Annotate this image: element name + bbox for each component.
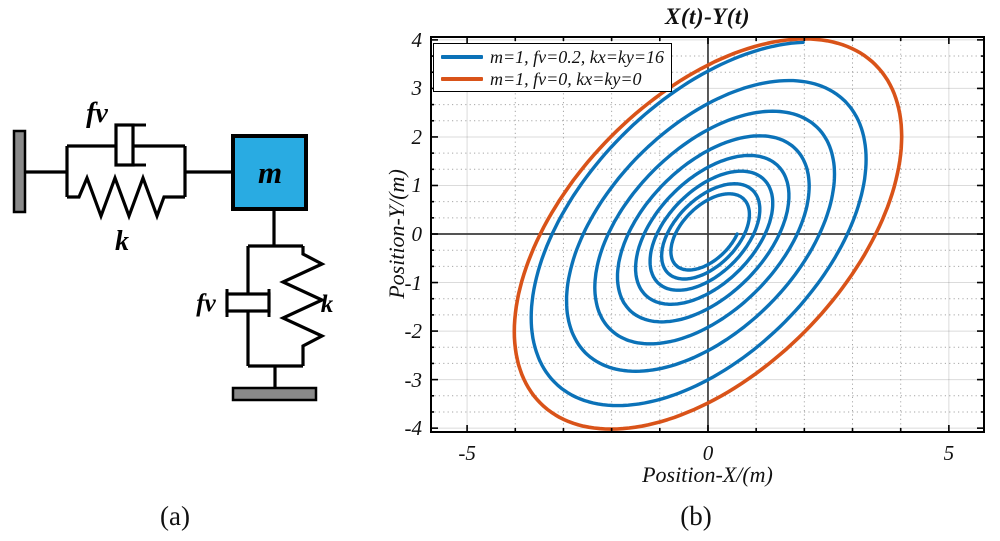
legend-item-undamped: m=1, fv=0, kx=ky=0: [441, 68, 671, 90]
y-tick-label: 0: [411, 222, 423, 246]
damper-side-label: fv: [196, 290, 216, 317]
damper-top-label: fv: [86, 98, 108, 129]
curve-damped-spiral: [529, 40, 868, 408]
caption-a: (a): [160, 501, 190, 531]
wall-bar: [12, 129, 27, 214]
spring-top-label: k: [115, 226, 129, 257]
plot-title: X(t)-Y(t): [665, 4, 750, 29]
damper-side-piston: [225, 292, 271, 313]
y-tick-label: -3: [404, 367, 423, 392]
y-tick-label: -2: [404, 319, 423, 344]
mass-label: m: [258, 155, 282, 190]
x-tick-label: 5: [943, 441, 955, 465]
y-tick-label: 4: [411, 27, 423, 52]
y-tick-label: 2: [411, 124, 423, 149]
mass-spring-damper-diagram: fv k m fv k: [12, 98, 334, 402]
mass-block: [231, 134, 308, 211]
legend-label: m=1, fv=0.2, kx=ky=16: [490, 46, 665, 67]
legend-swatch-orange: [441, 77, 483, 81]
y-tick-label: 3: [411, 76, 423, 101]
legend-label: m=1, fv=0, kx=ky=0: [490, 68, 642, 89]
spring-side-label: k: [321, 291, 334, 318]
spring-horizontal: [67, 173, 185, 221]
x-tick-label: -5: [458, 441, 476, 465]
y-tick-label: 1: [411, 173, 423, 198]
y-tick-label: -4: [404, 416, 423, 441]
damper-top-piston: [114, 123, 135, 167]
xy-plot: [430, 36, 985, 433]
ground-bar: [231, 386, 318, 402]
x-axis-label: Position-X/(m): [642, 462, 773, 487]
y-axis-label: Position-Y/(m): [384, 169, 409, 299]
caption-b: (b): [680, 501, 712, 531]
legend-item-damped: m=1, fv=0.2, kx=ky=16: [441, 46, 671, 68]
legend-swatch-blue: [441, 55, 483, 59]
x-tick-label: 0: [702, 441, 714, 465]
spring-vertical: [279, 246, 326, 366]
plot-legend: m=1, fv=0.2, kx=ky=16 m=1, fv=0, kx=ky=0: [433, 43, 672, 92]
y-tick-label: -1: [404, 270, 423, 295]
